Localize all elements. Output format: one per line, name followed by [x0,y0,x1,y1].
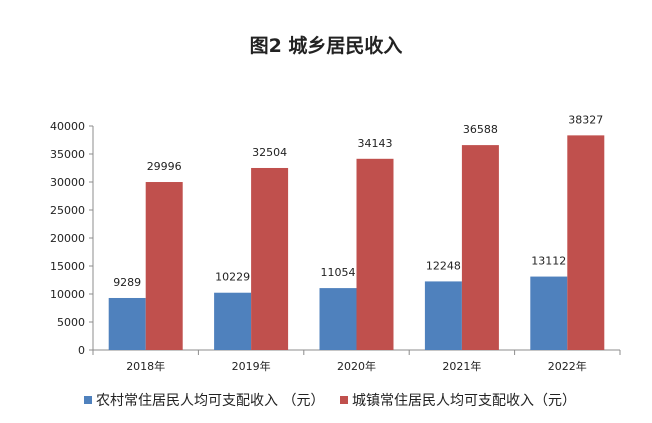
urban-income-data-label: 29996 [147,160,182,173]
rural-income-bar [108,297,146,350]
legend: 农村常住居民人均可支配收入 （元） 城镇常住居民人均可支配收入（元） [84,393,576,409]
legend-swatch [340,396,348,404]
x-tick-label: 2018年 [126,359,165,373]
y-tick-label: 40000 [50,120,85,133]
axes: 0 5000 10000 15000 20000 25000 30000 35000 40000… [50,120,621,373]
rural-income-data-label: 10229 [215,271,250,284]
rural-income-bar [214,292,252,350]
urban-income-bar [567,135,605,350]
y-tick-label: 35000 [50,148,85,161]
rural-income-data-label: 13112 [531,255,566,268]
urban-income-bar [356,158,394,350]
x-tick-label: 2022年 [548,359,587,373]
y-tick-label: 25000 [50,204,85,217]
urban-income-data-label: 38327 [568,113,603,126]
urban-income-bar [251,167,289,350]
rural-income-data-label: 11054 [321,266,356,279]
data-labels: 9289 29996 10229 32504 11054 34143 12248 36588 1… [113,113,603,289]
urban-income-bar [145,182,183,350]
bars [108,135,605,350]
rural-income-bar [424,281,462,350]
y-tick-label: 15000 [50,260,85,273]
y-tick-label: 5000 [57,316,85,329]
y-tick-label: 30000 [50,176,85,189]
rural-income-bar [319,288,357,350]
rural-income-data-label: 12248 [426,259,461,272]
urban-income-bar [461,145,499,350]
legend-label: 城镇常住居民人均可支配收入（元） [352,393,576,409]
legend-label: 农村常住居民人均可支配收入 （元） [96,393,324,409]
rural-income-data-label: 9289 [113,276,141,289]
rural-income-bar [530,276,568,350]
chart-title: 图2 城乡居民收入 [250,34,403,57]
urban-income-data-label: 34143 [358,137,393,150]
urban-income-data-label: 32504 [252,146,287,159]
x-tick-label: 2020年 [337,359,376,373]
y-tick-label: 20000 [50,232,85,245]
x-tick-label: 2019年 [232,359,271,373]
urban-income-data-label: 36588 [463,123,498,136]
legend-swatch [84,396,92,404]
y-tick-label: 0 [78,344,85,357]
x-tick-label: 2021年 [442,359,481,373]
y-tick-label: 10000 [50,288,85,301]
